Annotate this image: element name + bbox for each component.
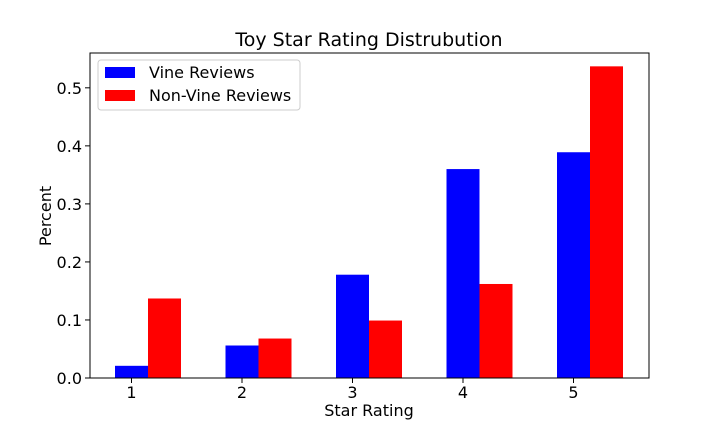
x-tick-label: 4 xyxy=(458,383,468,402)
legend-box xyxy=(97,59,301,111)
x-tick-label: 1 xyxy=(126,383,136,402)
bar-non-vine-3 xyxy=(369,320,402,378)
y-tick-label: 0.0 xyxy=(57,369,82,388)
legend-label: Vine Reviews xyxy=(149,63,255,82)
x-axis: 1 2 3 4 5 xyxy=(126,378,579,402)
chart-title: Toy Star Rating Distrubution xyxy=(234,29,502,51)
plot-frame xyxy=(89,52,650,379)
bars-group xyxy=(115,66,623,379)
y-tick-label: 0.1 xyxy=(57,311,82,330)
legend-label: Non-Vine Reviews xyxy=(149,86,291,105)
x-tick-label: 2 xyxy=(237,383,247,402)
legend: Vine Reviews Non-Vine Reviews xyxy=(97,59,301,111)
x-tick-label: 3 xyxy=(347,383,357,402)
bar-non-vine-1 xyxy=(148,298,181,378)
bar-vine-3 xyxy=(336,274,369,378)
bar-vine-5 xyxy=(557,152,590,378)
bar-non-vine-2 xyxy=(258,338,292,378)
y-tick-label: 0.3 xyxy=(57,195,82,214)
x-axis-label: Star Rating xyxy=(324,401,413,420)
bar-vine-1 xyxy=(115,365,148,378)
y-tick-label: 0.2 xyxy=(57,253,82,272)
x-tick-label: 5 xyxy=(568,383,578,402)
y-axis-label: Percent xyxy=(36,186,55,246)
y-axis: 0.0 0.1 0.2 0.3 0.4 0.5 xyxy=(57,79,90,388)
y-tick-label: 0.4 xyxy=(57,137,82,156)
bar-non-vine-4 xyxy=(479,283,513,378)
legend-swatch xyxy=(105,90,135,101)
bar-non-vine-5 xyxy=(590,66,623,379)
y-tick-label: 0.5 xyxy=(57,79,82,98)
legend-swatch xyxy=(105,67,135,78)
bar-vine-2 xyxy=(225,345,259,378)
bar-vine-4 xyxy=(446,169,480,378)
